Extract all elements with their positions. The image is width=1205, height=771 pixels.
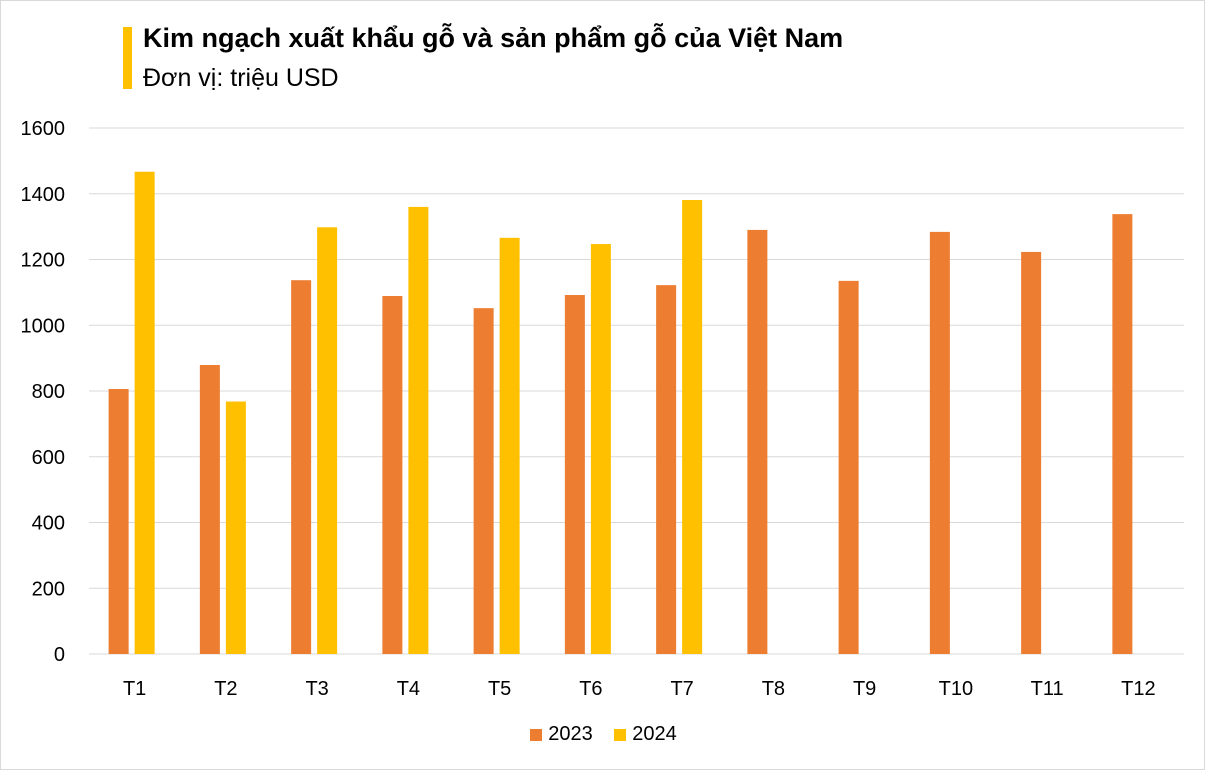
x-tick-label: T5 (488, 678, 511, 700)
title-accent-bar (123, 27, 132, 89)
x-tick-label: T1 (123, 678, 146, 700)
x-tick-label: T11 (1031, 678, 1064, 700)
legend-label: 2024 (632, 723, 677, 745)
x-tick-label: T6 (579, 678, 602, 700)
y-tick-label: 800 (32, 381, 65, 403)
legend-swatch (530, 728, 543, 741)
legend-label: 2023 (548, 723, 593, 745)
y-tick-label: 400 (32, 513, 65, 535)
bar-2023-T3 (291, 280, 312, 654)
legend-item-2023: 2023 (530, 723, 593, 746)
y-tick-label: 600 (32, 447, 65, 469)
bar-2023-T6 (564, 295, 585, 654)
bar-2023-T12 (1112, 214, 1133, 654)
bar-2023-T9 (838, 280, 859, 654)
bar-2024-T2 (225, 401, 246, 654)
y-tick-label: 1600 (21, 118, 66, 140)
y-tick-label: 1200 (21, 250, 66, 272)
y-tick-label: 200 (32, 578, 65, 600)
bar-2023-T2 (199, 365, 220, 654)
bar-2024-T6 (590, 244, 611, 654)
legend-item-2024: 2024 (614, 723, 677, 746)
y-tick-label: 1400 (21, 184, 66, 206)
bar-2024-T1 (134, 171, 155, 654)
bar-2023-T4 (382, 295, 403, 654)
bar-2023-T1 (108, 389, 129, 654)
bar-2024-T5 (499, 237, 520, 655)
legend-swatch (614, 728, 627, 741)
x-tick-label: T10 (939, 678, 973, 700)
bar-2024-T7 (682, 199, 703, 654)
bar-2023-T8 (747, 229, 768, 654)
bar-2023-T11 (1021, 251, 1042, 654)
x-tick-label: T4 (397, 678, 420, 700)
y-tick-label: 0 (54, 644, 65, 666)
bar-2024-T4 (408, 206, 429, 654)
legend: 2023 2024 (1, 723, 1205, 747)
x-tick-label: T9 (853, 678, 876, 700)
chart-title: Kim ngạch xuất khẩu gỗ và sản phẩm gỗ củ… (143, 23, 844, 53)
bar-2023-T10 (929, 231, 950, 654)
x-tick-label: T7 (670, 678, 693, 700)
x-tick-label: T3 (305, 678, 328, 700)
chart-subtitle: Đơn vị: triệu USD (143, 64, 339, 92)
x-tick-label: T8 (762, 678, 785, 700)
bar-2023-T7 (656, 285, 677, 654)
x-tick-label: T12 (1121, 678, 1155, 700)
bar-2023-T5 (473, 308, 494, 654)
x-tick-label: T2 (214, 678, 237, 700)
bar-2024-T3 (317, 227, 338, 654)
y-tick-label: 1000 (21, 315, 66, 337)
